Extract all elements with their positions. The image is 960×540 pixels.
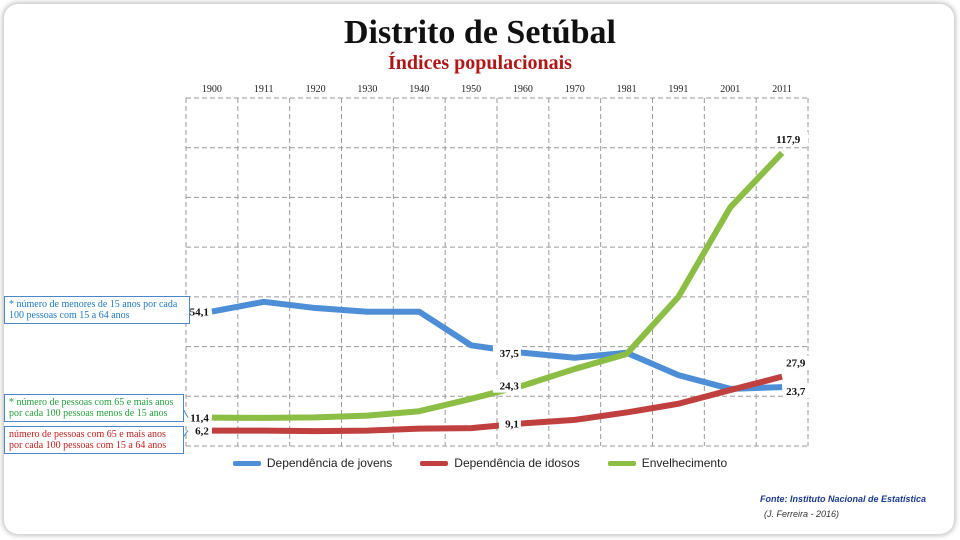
x-tick-label-1950: 1950: [461, 84, 481, 95]
x-tick-label-1981: 1981: [617, 84, 637, 95]
chart-legend: Dependência de jovens Dependência de ido…: [0, 456, 960, 470]
legend-label-idosos: Dependência de idosos: [454, 456, 580, 470]
data-label: 117,9: [776, 134, 801, 146]
data-label: 24,3: [500, 381, 520, 393]
data-label-bg: [498, 416, 521, 431]
data-label: 27,9: [786, 358, 806, 370]
series-line-idosos: [211, 373, 783, 435]
x-tick-label-1911: 1911: [254, 84, 274, 95]
callout-jovens-note: * número de menores de 15 anos por cada …: [4, 296, 190, 324]
data-label-bg: [182, 410, 211, 425]
data-label: 9,1: [505, 418, 519, 430]
legend-item-jovens: Dependência de jovens: [232, 456, 393, 470]
legend-label-envelhecimento: Envelhecimento: [641, 456, 728, 470]
data-label: 11,4: [190, 413, 209, 425]
x-tick-label-1900: 1900: [202, 84, 222, 95]
legend-label-jovens: Dependência de jovens: [266, 456, 393, 470]
x-tick-label-1920: 1920: [306, 84, 326, 95]
chart-title: Distrito de Setúbal: [344, 14, 616, 51]
callout-idosos-note: número de pessoas com 65 e mais anos por…: [4, 426, 184, 454]
legend-swatch-jovens: [232, 460, 261, 466]
data-label: 37,5: [500, 348, 520, 360]
x-tick-label-1970: 1970: [565, 84, 585, 95]
source-credit: Fonte: Instituto Nacional de Estatística: [760, 494, 927, 504]
data-label: 6,2: [195, 426, 209, 438]
legend-item-idosos: Dependência de idosos: [420, 456, 580, 470]
x-tick-label-2001: 2001: [720, 84, 740, 95]
x-tick-label-1930: 1930: [357, 84, 377, 95]
callout-envelhecimento-note: * número de pessoas com 65 e mais anos p…: [4, 394, 184, 422]
x-tick-label-1940: 1940: [409, 84, 429, 95]
x-tick-label-2011: 2011: [772, 84, 792, 95]
x-tick-label-1960: 1960: [513, 84, 533, 95]
x-tick-label-1991: 1991: [668, 84, 688, 95]
legend-item-envelhecimento: Envelhecimento: [607, 456, 728, 470]
author-credit: (J. Ferreira - 2016): [764, 509, 840, 519]
legend-swatch-envelhecimento: [607, 460, 636, 466]
data-label-bg: [492, 345, 521, 360]
data-label-bg: [774, 131, 809, 146]
data-label: 54,1: [190, 307, 209, 319]
chart-subtitle: Índices populacionais: [388, 52, 572, 74]
data-label: 23,7: [786, 386, 806, 398]
data-label-bg: [784, 384, 813, 399]
data-label-bg: [188, 423, 211, 438]
data-label-bg: [492, 378, 521, 393]
legend-swatch-idosos: [420, 460, 449, 466]
data-label-bg: [784, 355, 813, 370]
